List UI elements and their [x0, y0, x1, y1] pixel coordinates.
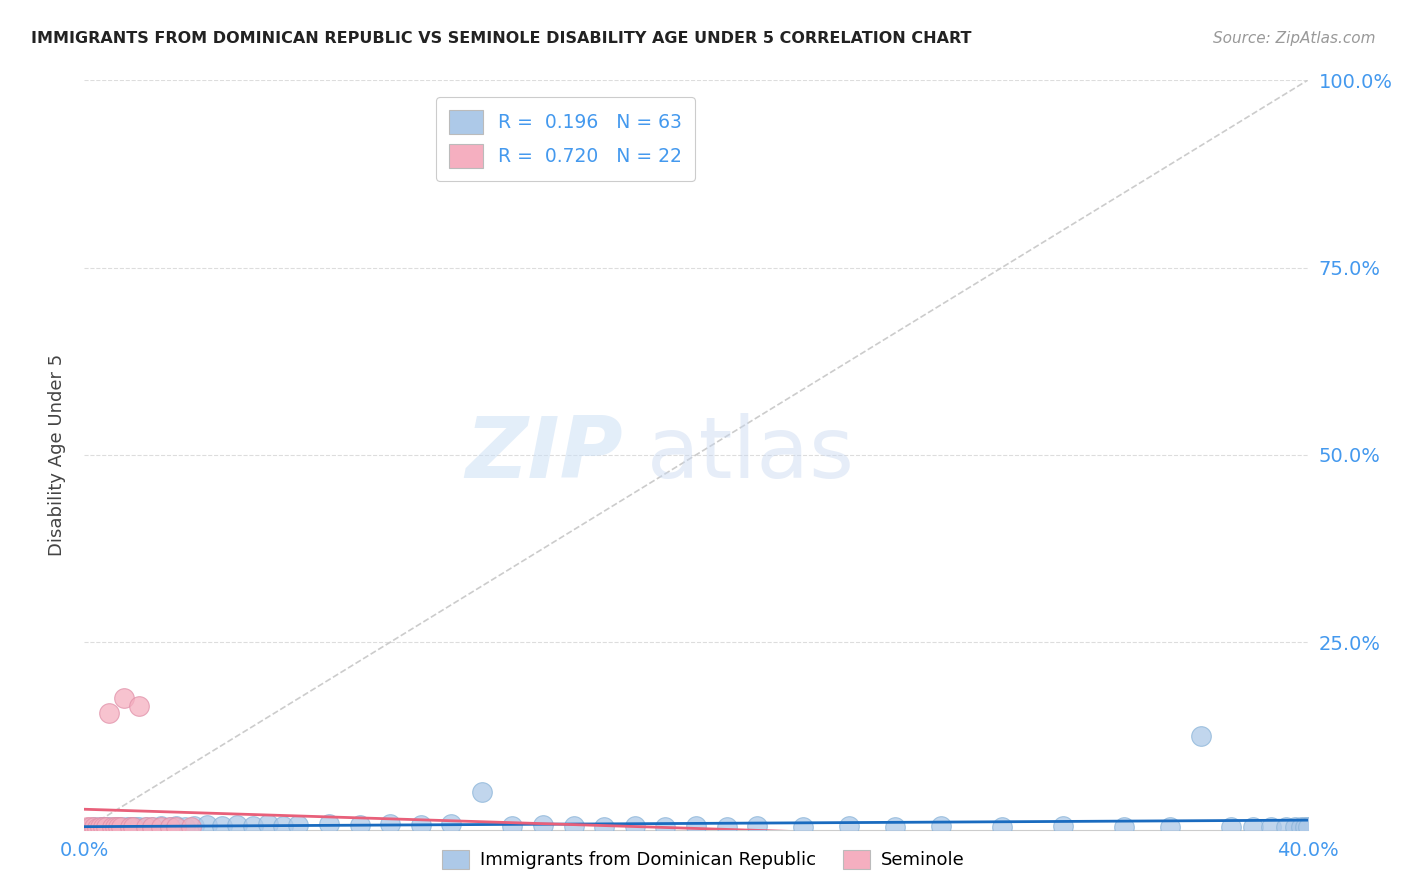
Point — [79, 820, 101, 834]
Text: IMMIGRANTS FROM DOMINICAN REPUBLIC VS SEMINOLE DISABILITY AGE UNDER 5 CORRELATIO: IMMIGRANTS FROM DOMINICAN REPUBLIC VS SE… — [31, 31, 972, 46]
Point — [135, 820, 157, 834]
Point — [76, 820, 98, 834]
Point — [128, 820, 150, 834]
Point — [747, 819, 769, 833]
Point — [792, 820, 814, 834]
Point — [149, 819, 172, 833]
Point — [83, 820, 105, 834]
Point — [115, 820, 138, 834]
Point — [562, 819, 585, 833]
Point — [174, 820, 197, 834]
Point — [1241, 820, 1264, 834]
Point — [110, 820, 132, 834]
Point — [226, 818, 249, 832]
Point — [1114, 820, 1136, 834]
Point — [107, 820, 129, 834]
Point — [101, 820, 124, 834]
Point — [593, 820, 616, 834]
Point — [159, 820, 181, 834]
Point — [89, 820, 111, 834]
Point — [141, 820, 163, 834]
Point — [716, 820, 738, 834]
Point — [440, 817, 463, 831]
Point — [110, 820, 132, 834]
Y-axis label: Disability Age Under 5: Disability Age Under 5 — [48, 354, 66, 556]
Point — [101, 821, 124, 835]
Point — [94, 820, 117, 834]
Text: atlas: atlas — [647, 413, 855, 497]
Point — [183, 819, 205, 833]
Point — [86, 821, 108, 835]
Point — [502, 819, 524, 833]
Point — [409, 818, 432, 832]
Point — [120, 820, 142, 834]
Point — [380, 816, 402, 830]
Point — [1189, 729, 1212, 743]
Point — [211, 819, 233, 833]
Point — [271, 819, 294, 833]
Point — [91, 820, 114, 834]
Point — [149, 820, 172, 834]
Point — [165, 820, 187, 834]
Point — [257, 817, 280, 831]
Point — [141, 820, 163, 834]
Point — [242, 819, 264, 833]
Point — [86, 821, 108, 835]
Point — [531, 818, 554, 832]
Point — [1284, 820, 1306, 834]
Point — [159, 820, 181, 834]
Point — [122, 820, 145, 834]
Point — [349, 818, 371, 832]
Point — [883, 820, 905, 834]
Point — [97, 706, 120, 721]
Point — [180, 820, 202, 834]
Point — [97, 820, 120, 834]
Point — [471, 785, 494, 799]
Point — [94, 820, 117, 834]
Point — [1220, 820, 1243, 834]
Point — [107, 820, 129, 834]
Point — [195, 818, 218, 832]
Point — [1052, 819, 1074, 833]
Point — [112, 821, 135, 835]
Point — [128, 698, 150, 713]
Point — [685, 819, 707, 833]
Point — [991, 820, 1014, 834]
Point — [79, 821, 101, 835]
Point — [91, 820, 114, 834]
Point — [1260, 820, 1282, 834]
Point — [1275, 820, 1298, 834]
Point — [89, 820, 111, 834]
Point — [104, 820, 127, 834]
Point — [112, 691, 135, 706]
Point — [929, 819, 952, 833]
Point — [104, 820, 127, 834]
Point — [120, 820, 142, 834]
Point — [125, 820, 148, 834]
Point — [1291, 820, 1313, 834]
Legend: R =  0.196   N = 63, R =  0.720   N = 22: R = 0.196 N = 63, R = 0.720 N = 22 — [436, 97, 695, 181]
Point — [1296, 820, 1319, 834]
Point — [838, 819, 860, 833]
Point — [1159, 820, 1181, 834]
Point — [654, 820, 676, 834]
Point — [1294, 820, 1316, 834]
Point — [287, 818, 309, 832]
Point — [135, 820, 157, 834]
Point — [318, 817, 340, 831]
Legend: Immigrants from Dominican Republic, Seminole: Immigrants from Dominican Republic, Semi… — [433, 841, 973, 879]
Point — [624, 819, 647, 833]
Point — [122, 820, 145, 834]
Text: ZIP: ZIP — [465, 413, 623, 497]
Point — [83, 820, 105, 834]
Point — [165, 819, 187, 833]
Text: Source: ZipAtlas.com: Source: ZipAtlas.com — [1212, 31, 1375, 46]
